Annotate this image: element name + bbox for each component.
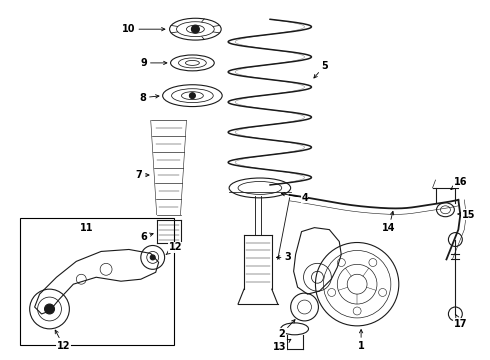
Text: 11: 11 — [79, 222, 93, 233]
Text: 10: 10 — [122, 24, 165, 34]
Text: 17: 17 — [454, 315, 467, 329]
Text: 4: 4 — [281, 193, 308, 203]
Text: 13: 13 — [273, 339, 291, 352]
Text: 9: 9 — [141, 58, 167, 68]
Text: 3: 3 — [276, 252, 291, 262]
Circle shape — [192, 25, 199, 33]
Text: 14: 14 — [382, 211, 395, 233]
Text: 15: 15 — [458, 210, 475, 220]
Circle shape — [45, 304, 54, 314]
Text: 8: 8 — [139, 93, 159, 103]
Bar — [20, 218, 173, 345]
Text: 12: 12 — [166, 243, 182, 255]
Text: 12: 12 — [55, 330, 70, 351]
Text: 6: 6 — [141, 231, 153, 242]
Text: 16: 16 — [451, 177, 467, 189]
Circle shape — [150, 255, 155, 260]
Text: 2: 2 — [278, 320, 295, 339]
Text: 7: 7 — [135, 170, 149, 180]
Text: 1: 1 — [358, 329, 365, 351]
Text: 5: 5 — [314, 61, 328, 78]
Circle shape — [190, 93, 196, 99]
